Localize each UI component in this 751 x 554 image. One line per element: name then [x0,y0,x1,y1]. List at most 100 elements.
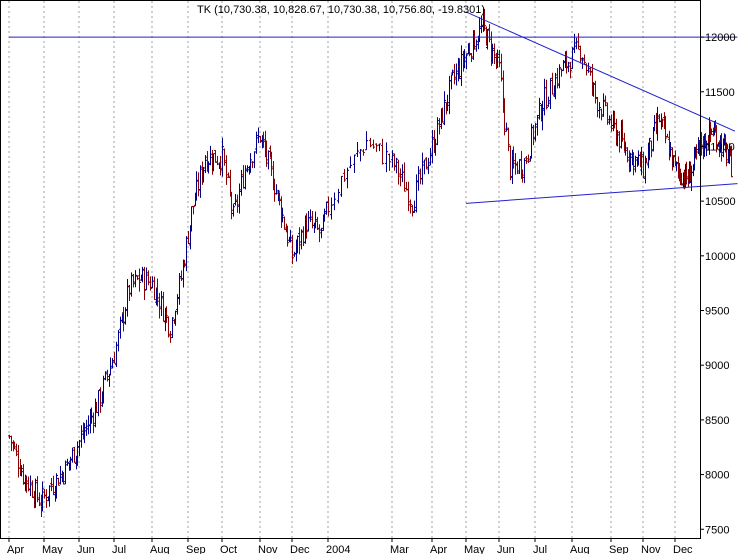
ohlc-bar [436,117,439,146]
ohlc-bar [409,199,412,214]
ohlc-bar [143,266,146,300]
ohlc-bar [90,407,93,424]
ohlc-bar [441,107,444,123]
ohlc-bar [192,205,195,215]
plot-frame [0,0,701,539]
ohlc-bar [183,259,186,268]
ohlc-bar [616,130,619,147]
ohlc-bar [149,276,152,291]
ohlc-bar [672,155,675,168]
ohlc-bar [265,140,268,167]
ohlc-bar [415,174,418,213]
y-tick-label: 10000 [705,251,736,263]
x-tick-label: Sep [609,544,629,554]
x-tick-label: Jul [533,544,547,554]
x-tick-label: Jun [497,544,515,554]
ohlc-bar [138,268,141,292]
ohlc-bar [246,165,249,173]
ohlc-bar [451,69,454,76]
ohlc-bar [66,458,69,466]
ohlc-bar [132,274,135,288]
ohlc-bar [76,441,79,466]
ohlc-bar [725,142,728,167]
ohlc-bar [10,435,13,452]
ohlc-bar [496,49,499,68]
ohlc-bar [527,154,530,164]
ohlc-bar [551,72,554,95]
y-tick-label: 8000 [705,470,729,482]
ohlc-bar [277,189,280,202]
ohlc-bar [453,63,456,85]
ohlc-bar [202,167,205,183]
descending-trendline [465,11,736,132]
y-tick-label: 9500 [705,306,729,318]
x-tick-label: Dec [290,544,310,554]
ohlc-bar [473,30,476,50]
ohlc-bar [240,169,243,196]
ohlc-bar [425,157,428,170]
x-tick-label: Jul [112,544,126,554]
ohlc-bar [29,475,32,497]
ohlc-bar [259,135,262,143]
ohlc-bar [624,141,627,156]
ohlc-bar [407,181,410,212]
ohlc-bar [589,67,592,76]
y-tick-label: 9000 [705,360,729,372]
ohlc-bar [565,50,568,74]
ohlc-bar [64,460,67,485]
ohlc-bar [629,152,632,172]
ohlc-bar [669,142,672,157]
ohlc-bar [255,131,258,154]
ohlc-bar [136,275,139,281]
ohlc-bar [15,443,18,457]
ohlc-bar [204,155,207,173]
ohlc-bar [397,159,400,185]
ohlc-bar [465,53,468,70]
ohlc-bar [27,476,30,492]
ohlc-bar [661,118,664,128]
ohlc-bar [429,148,432,166]
ohlc-bar [493,43,496,65]
ohlc-bar [626,147,629,163]
y-tick-label: 10500 [705,196,736,208]
y-tick-label: 11500 [705,87,735,99]
ohlc-bar [664,115,667,144]
ohlc-bar [178,272,181,305]
x-tick-label: Mar [390,544,409,554]
ohlc-bar [106,369,109,382]
x-tick-label: Apr [430,544,447,554]
ohlc-bar [305,213,308,239]
x-tick-label: Oct [220,544,237,554]
ohlc-bar [640,146,643,176]
ohlc-bar [128,284,131,301]
ohlc-bar [365,131,368,151]
ohlc-bar [278,192,281,206]
ohlc-bar [300,229,303,250]
ohlc-bar [362,149,365,156]
ohlc-bar [443,91,446,126]
ohlc-bar [549,77,552,109]
ohlc-bar [318,224,321,243]
ohlc-bar [395,157,398,174]
ohlc-bar [710,128,713,135]
ohlc-bar [236,194,239,213]
ohlc-bar [36,476,39,503]
ohlc-bar [730,145,733,178]
ohlc-bar [221,137,224,177]
ohlc-bar [124,307,127,325]
y-tick-label: 7500 [705,524,729,536]
ohlc-bar [571,47,574,70]
ohlc-bar [413,200,416,214]
ohlc-bar [720,133,723,162]
ohlc-bar [212,153,215,172]
ohlc-bar [486,29,489,50]
ohlc-bar [117,329,120,352]
ohlc-bar [532,124,535,146]
ohlc-bar [153,276,156,301]
ohlc-bar [491,43,494,64]
ohlc-bar [156,278,159,307]
ohlc-bar [668,130,671,161]
ohlc-bar [333,192,336,211]
